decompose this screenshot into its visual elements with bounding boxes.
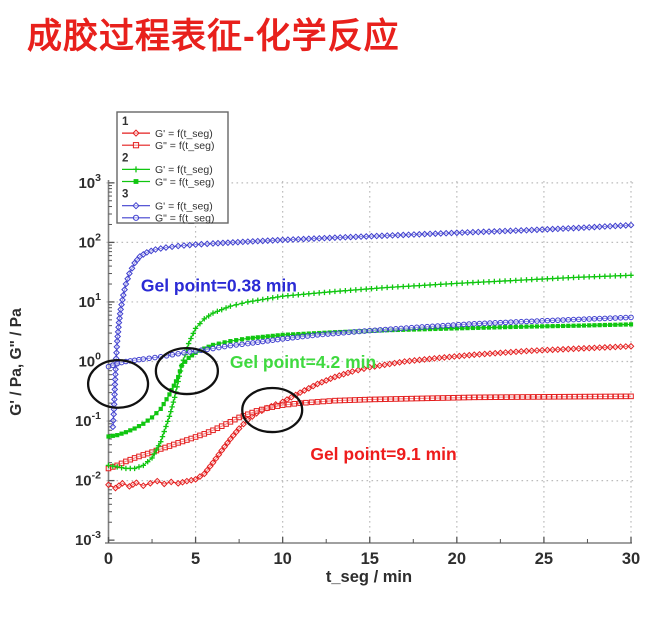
series-sample2-G-doubleprime (106, 322, 634, 439)
y-tick-label: 10-3 (75, 529, 101, 549)
y-tick-label: 102 (78, 231, 101, 251)
x-axis-title: t_seg / min (326, 568, 412, 586)
series-sample3-G-doubleprime (105, 314, 634, 370)
legend-entry-label: G" = f(t_seg) (155, 140, 214, 152)
y-tick-label: 101 (78, 291, 101, 311)
y-axis-title: G' / Pa, G" / Pa (8, 308, 25, 416)
gel-point-1-label: Gel point=9.1 min (310, 444, 456, 464)
legend-group-label: 1 (122, 116, 129, 128)
ellipse-sample3 (86, 358, 150, 409)
annotations: Gel point=0.38 min Gel point=4.2 min Gel p… (141, 275, 457, 464)
legend-entry-label: G" = f(t_seg) (155, 213, 214, 225)
gel-point-2-label: Gel point=4.2 min (230, 352, 376, 372)
y-tick-label: 100 (78, 351, 101, 371)
page-title: 成胶过程表征-化学反应 (27, 17, 400, 56)
ellipse-sample1 (241, 386, 304, 434)
x-tick-label: 25 (535, 550, 553, 568)
x-tick-label: 5 (191, 550, 200, 568)
y-tick-label: 103 (78, 172, 101, 192)
x-tick-label: 10 (273, 550, 291, 568)
ellipse-sample2 (154, 346, 220, 396)
legend-group-label: 3 (122, 189, 128, 201)
legend-entry-label: G' = f(t_seg) (155, 128, 213, 140)
tick-labels: 103 102 101 100 10-1 10-2 10-30 5 10 15 20 25 30 (75, 172, 640, 568)
gel-point-ellipses (86, 346, 304, 434)
gel-point-3-label: Gel point=0.38 min (141, 275, 297, 295)
y-tick-label: 10-2 (75, 470, 101, 490)
x-tick-label: 15 (361, 550, 379, 568)
legend: 1G' = f(t_seg)G" = f(t_seg)2G' = f(t_seg… (116, 111, 229, 225)
x-tick-label: 0 (104, 550, 113, 568)
legend-entry-label: G" = f(t_seg) (155, 176, 214, 188)
axis-titles: t_seg / min G' / Pa, G" / Pa (8, 308, 412, 586)
legend-entry-label: G' = f(t_seg) (155, 164, 213, 176)
x-tick-label: 30 (622, 550, 640, 568)
legend-entry-label: G' = f(t_seg) (155, 201, 213, 213)
series-sample3-G-prime (109, 221, 635, 431)
series-sample2-G-prime (105, 272, 634, 472)
x-tick-label: 20 (448, 550, 466, 568)
y-tick-label: 10-1 (75, 410, 101, 430)
legend-group-label: 2 (122, 152, 128, 164)
